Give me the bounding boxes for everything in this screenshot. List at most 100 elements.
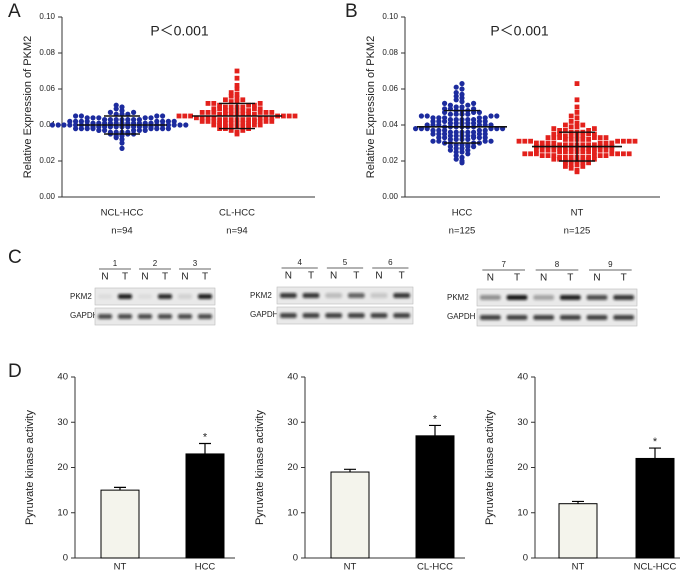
significance-marker: * [203,431,208,443]
blot-band [533,295,554,300]
data-point [534,140,539,146]
data-point [615,138,620,144]
data-point [436,118,442,124]
data-point [228,117,234,122]
data-point [205,115,211,121]
data-point [113,106,119,112]
data-point [626,151,632,157]
data-point [534,147,539,153]
data-point [430,131,436,137]
data-point [592,131,597,137]
data-point [447,147,453,153]
data-point [557,135,562,140]
blot-band [118,314,132,319]
data-point [551,126,557,131]
x-tick-label: HCC [452,208,473,219]
lane-label: N [375,271,382,282]
data-point [586,146,591,151]
annotation: P＜0.001 [150,23,209,39]
data-point [78,126,84,132]
data-point [217,106,222,112]
blot-band [118,294,132,299]
blot-band [178,314,192,319]
y-axis-label: Pyruvate kinase activity [484,410,496,525]
data-point [568,149,574,155]
sample-label: 2 [153,259,158,268]
panel-label: D [8,361,22,382]
data-point [269,110,275,115]
data-point [234,75,240,81]
data-point [459,104,465,110]
data-point [563,155,568,160]
data-point [436,135,442,141]
data-point [516,138,522,144]
data-point [482,138,488,144]
data-point [78,118,84,124]
data-point [418,113,424,119]
data-point [257,119,263,124]
data-point [551,156,557,162]
sd-bar [219,102,255,130]
y-tick-label: 10 [57,507,68,518]
lane-label: T [202,272,208,283]
data-point [252,122,257,128]
data-point [603,147,609,153]
data-point [234,92,240,97]
data-point [626,138,632,144]
y-tick-label: 0.10 [382,12,398,21]
data-point [574,81,580,86]
data-point [563,146,568,151]
data-point [228,120,234,126]
data-point [234,68,240,74]
data-point [136,117,142,123]
data-point [257,101,263,106]
data-point [119,140,125,146]
data-point [471,120,477,126]
data-point [459,81,465,87]
blot-band [613,315,634,320]
data-point [453,104,459,110]
sample-label: 8 [555,260,560,269]
data-point [263,119,269,124]
data-point [574,104,580,110]
blot-band [138,294,152,299]
data-point [459,154,465,160]
data-point [252,117,257,122]
blot-band [198,314,212,319]
data-point [257,122,263,128]
data-point [223,104,228,110]
data-point [586,142,591,148]
data-point [545,135,551,140]
data-point [263,115,269,121]
sample-label: 6 [388,258,393,267]
data-point [177,122,183,128]
lane-label: N [101,272,108,283]
data-point [580,137,586,142]
data-point [154,126,160,132]
data-point [465,136,471,142]
data-point [465,133,471,139]
data-point [592,153,597,158]
data-point [586,137,591,142]
x-tick-label: NCL-HCC [634,562,677,570]
significance-marker: * [433,413,438,425]
data-point [228,128,234,133]
lane-label: T [621,273,627,284]
data-point [217,120,222,126]
significance-marker: * [653,436,658,448]
data-point [252,102,257,108]
data-point [211,101,217,106]
data-point [592,146,597,151]
y-tick-label: 0.06 [382,84,398,93]
data-point [597,147,603,153]
blot-band [280,293,297,298]
data-point [234,99,240,104]
blot-strip [476,288,638,307]
y-tick-label: 10 [517,507,528,518]
data-point [453,117,459,123]
data-point [234,95,240,101]
y-tick-label: 0 [523,553,528,564]
data-point [563,122,568,128]
data-point [165,126,171,132]
